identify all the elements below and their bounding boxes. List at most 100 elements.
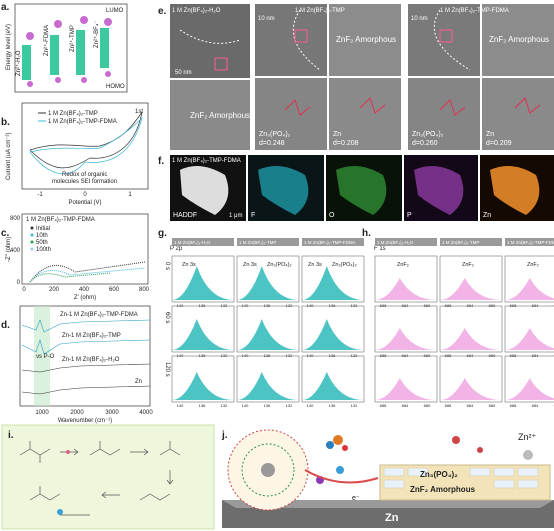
peak <box>172 372 234 400</box>
tem-images <box>170 4 554 150</box>
phase: Zn <box>333 131 341 138</box>
tick-label: 200 <box>49 287 60 293</box>
atom <box>66 450 70 454</box>
phase: Zn₃(PO₄)₂ <box>259 131 291 138</box>
frame <box>236 305 300 353</box>
peak <box>302 319 364 350</box>
eds-maps <box>170 155 554 221</box>
panel-label: e. <box>158 6 167 17</box>
column-title: 1 M Zn(BF₄)₂-TMP <box>239 240 276 245</box>
frame <box>21 213 149 285</box>
tick-label: 684 <box>402 353 409 358</box>
panel-label: j. <box>221 430 228 441</box>
frame <box>374 355 438 403</box>
tick-label: 400 <box>79 287 90 293</box>
peak <box>375 378 437 400</box>
tick-label: 684 <box>467 353 474 358</box>
spacing: d=0.208 <box>333 140 359 147</box>
tick-label: 1000 <box>35 410 49 416</box>
panel-label: a. <box>1 2 10 13</box>
panel-label: g. <box>158 228 167 239</box>
tick-label: 800 <box>10 216 21 222</box>
tick-label: 140 <box>307 303 314 308</box>
row-label: 120 s <box>164 362 170 377</box>
chart-title: 1 M Zn(BF₄)₂-TMP-FDMA <box>26 217 95 223</box>
tick-label: 680 <box>489 353 496 358</box>
element: P 2p <box>170 246 183 252</box>
nyquist <box>29 272 111 283</box>
tick-label: 688 <box>510 303 517 308</box>
tick-label: 684 <box>532 353 539 358</box>
axis-label: -Z'' (ohm) <box>6 237 12 262</box>
column-title: 1 M Zn(BF₄)₂-TMP <box>442 240 479 245</box>
tick-label: 0 <box>22 287 26 293</box>
arrow <box>304 469 379 484</box>
anode-top <box>222 500 554 508</box>
species: Zn²⁺-H₂O <box>15 50 22 76</box>
panel-label: b. <box>1 117 10 128</box>
peak-label: Zn₃(PO₄)₂ <box>332 262 357 268</box>
phase: Zn₃(PO₄)₂ <box>412 131 444 138</box>
frame <box>236 355 300 403</box>
tick-label: 684 <box>467 303 474 308</box>
column-title: 1 M Zn(BF₄)₂-TMP <box>295 8 345 14</box>
tick-label: 688 <box>445 353 452 358</box>
tick-label: 680 <box>424 403 431 408</box>
map-label: HADDF <box>173 212 197 219</box>
tick-label: 136 <box>199 303 206 308</box>
frame <box>21 102 149 190</box>
tick-label: 680 <box>424 353 431 358</box>
legend: 1 M Zn(BF₄)₂-TMP <box>48 111 98 117</box>
tick-label: 136 <box>264 353 271 358</box>
frame <box>504 305 554 353</box>
frame <box>504 255 554 303</box>
tick-label: 136 <box>264 303 271 308</box>
tick-label: 132 <box>286 303 293 308</box>
tick-label: 132 <box>221 353 228 358</box>
electron: e⁻ <box>352 495 360 502</box>
peak-label: νs P-O <box>36 354 55 360</box>
level <box>100 28 109 68</box>
map-label: F <box>251 212 255 219</box>
panel-label: f. <box>158 156 164 167</box>
frame <box>374 305 438 353</box>
species: Zn²⁺-BF₄⁻ <box>93 21 100 48</box>
lumo: LUMO <box>106 8 124 14</box>
axis-label: Z' (ohm) <box>74 295 96 301</box>
axis-label: Current (uA cm⁻²) <box>6 132 12 180</box>
tick-label: 680 <box>489 403 496 408</box>
tick-label: 688 <box>380 353 387 358</box>
scale-bar: 1 μm <box>229 213 242 219</box>
peak <box>440 278 502 300</box>
cv-curve <box>29 116 143 175</box>
spacing: d=0.260 <box>412 140 438 147</box>
tick-label: 132 <box>286 353 293 358</box>
phase: ZnF₂ Amorphous <box>190 111 250 120</box>
spacing: d=0.248 <box>259 140 285 147</box>
peak-label: ZnF₂ <box>527 262 539 268</box>
column-header <box>172 238 234 246</box>
nyquist <box>29 261 146 283</box>
frame <box>171 355 235 403</box>
frame <box>301 355 365 403</box>
peak <box>172 319 234 350</box>
frame <box>236 255 300 303</box>
trace-label: Zn <box>135 379 142 385</box>
tick-label: 132 <box>221 403 228 408</box>
tick-label: 688 <box>510 353 517 358</box>
level <box>50 35 59 75</box>
peak-label: Zn 3s <box>182 262 196 268</box>
tick-label: 136 <box>329 403 336 408</box>
element: F 1s <box>374 246 386 252</box>
frame <box>19 305 151 407</box>
cv-curve <box>29 111 143 169</box>
tick-label: 688 <box>445 403 452 408</box>
trace-label: Zn-1 M Zn(BF₄)₂-H₂O <box>62 357 120 363</box>
peak-label: Zn 3s <box>243 262 257 268</box>
inner-shell <box>241 443 295 497</box>
tick-label: 140 <box>177 303 184 308</box>
tick-label: 140 <box>242 303 249 308</box>
column-header <box>237 238 299 246</box>
peak <box>302 266 364 300</box>
